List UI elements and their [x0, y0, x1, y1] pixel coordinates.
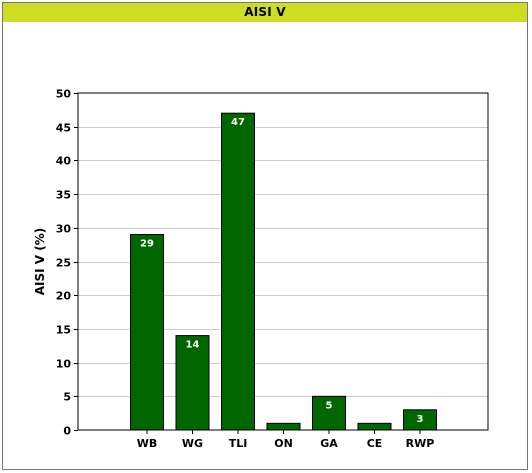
y-tick-label: 20: [56, 290, 72, 303]
data-label-ga: 5: [326, 400, 333, 411]
y-tick-label: 40: [56, 155, 72, 168]
bar-tli: [221, 112, 255, 431]
data-label-tli: 47: [231, 117, 245, 128]
y-tick-label: 30: [56, 223, 72, 236]
y-tick-label: 50: [56, 88, 72, 101]
y-axis-label: AISI V (%): [33, 228, 47, 296]
x-tick-label-ga: GA: [320, 437, 338, 450]
x-tick-label-wg: WG: [182, 437, 203, 450]
y-tick-label: 0: [63, 425, 71, 438]
chart-frame: AISI V: [2, 2, 528, 470]
x-tick-label-rwp: RWP: [406, 437, 435, 450]
data-label-wg: 14: [186, 340, 200, 351]
y-tick-label: 45: [56, 122, 71, 135]
bars: [130, 112, 437, 431]
data-label-rwp: 3: [417, 414, 424, 425]
chart-title: AISI V: [3, 3, 527, 22]
x-axis: WB WG TLI ON GA CE RWP: [137, 430, 435, 450]
bar-wg: [175, 335, 210, 431]
bar-wb: [130, 234, 164, 431]
x-tick-label-on: ON: [274, 437, 293, 450]
y-tick-label: 35: [56, 189, 71, 202]
x-tick-label-tli: TLI: [229, 437, 248, 450]
x-tick-label-ce: CE: [367, 437, 383, 450]
y-tick-label: 15: [56, 324, 71, 337]
y-axis: 0 5 10 15 20 25 30 35 40 45 50: [56, 88, 78, 438]
y-tick-label: 25: [56, 257, 71, 270]
bar-on: [266, 422, 301, 431]
bar-ce: [357, 422, 392, 431]
bar-ga: [312, 395, 346, 431]
y-tick-label: 5: [63, 391, 71, 404]
data-labels: 29 14 47 5 3: [140, 117, 423, 425]
y-tick-label: 10: [56, 358, 72, 371]
data-label-wb: 29: [140, 239, 154, 250]
x-tick-label-wb: WB: [137, 437, 158, 450]
